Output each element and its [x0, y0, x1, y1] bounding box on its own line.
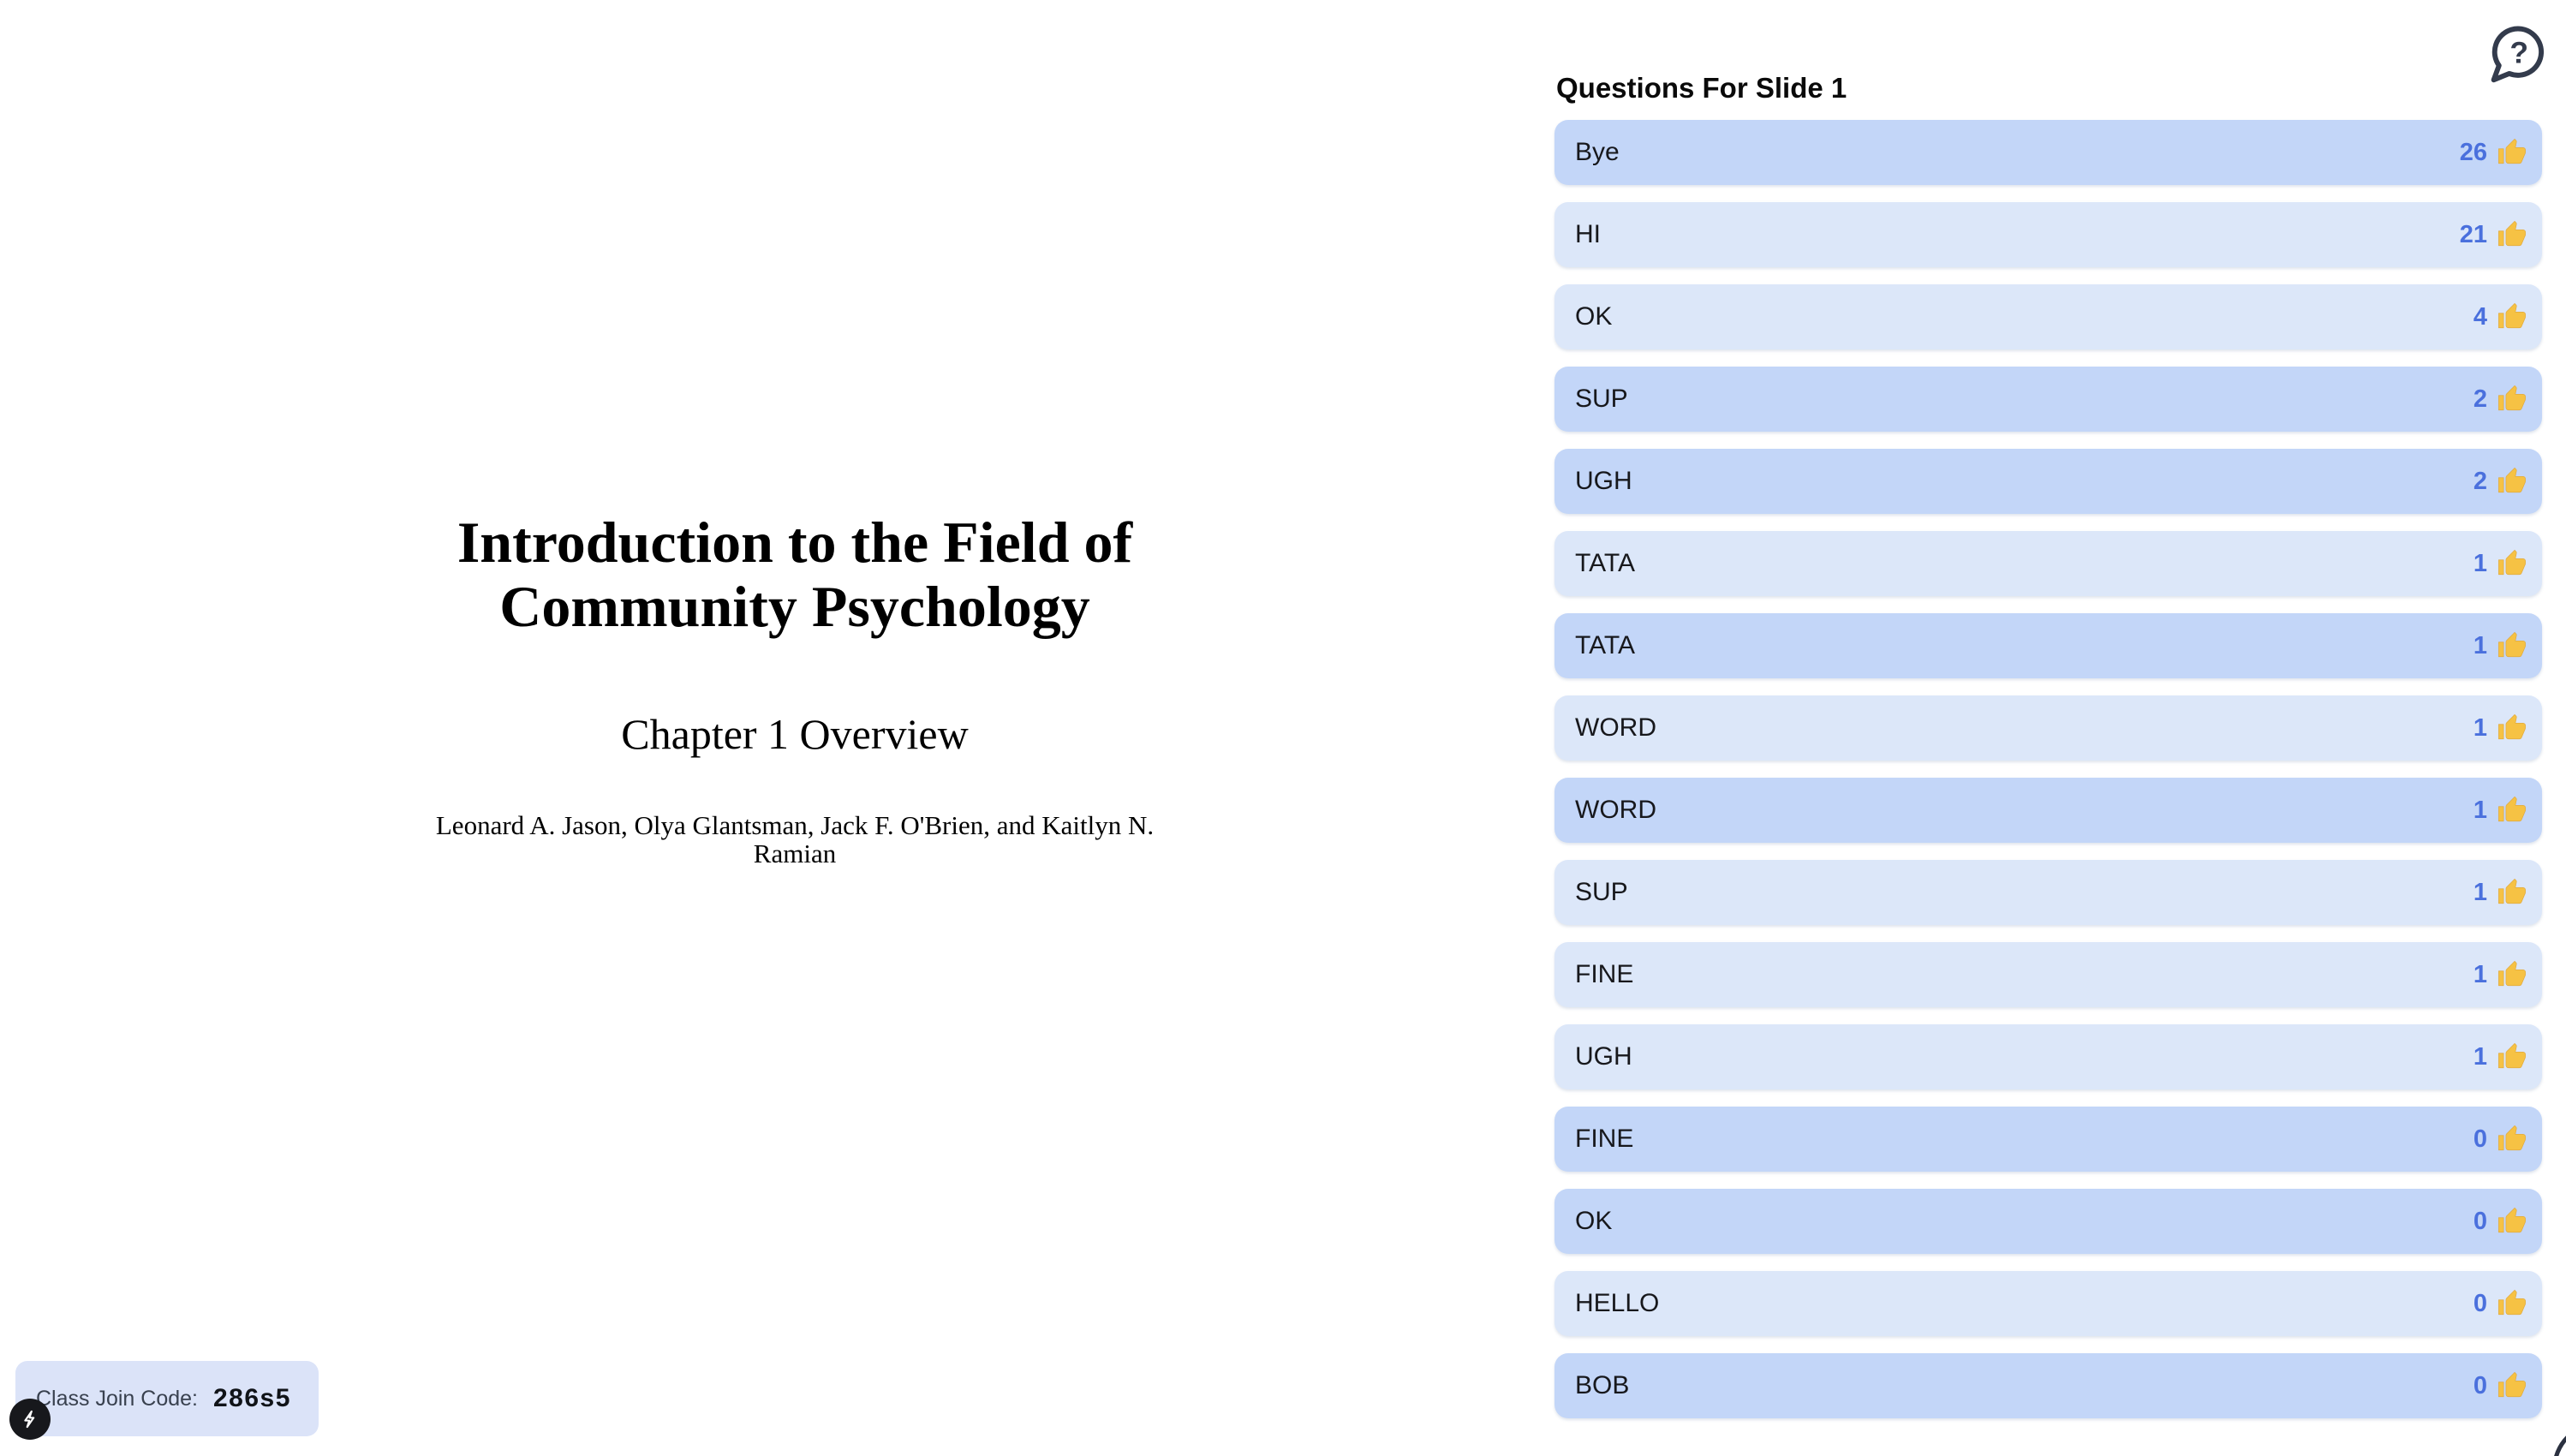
like-count: 2 [2473, 467, 2487, 495]
thumbs-up-icon[interactable] [2497, 1042, 2527, 1071]
slide-subtitle: Chapter 1 Overview [621, 710, 969, 758]
lightning-icon [24, 1410, 35, 1429]
slide-authors: Leonard A. Jason, Olya Glantsman, Jack F… [435, 810, 1155, 868]
question-text: UGH [1575, 467, 1632, 495]
thumbs-up-icon[interactable] [2497, 1207, 2527, 1236]
questions-list: Bye 26 HI 21 OK 4 SUP 2 [1555, 120, 2542, 1418]
help-button[interactable]: ? [2485, 21, 2551, 92]
question-row[interactable]: FINE 1 [1555, 942, 2542, 1007]
thumbs-up-icon[interactable] [2497, 631, 2527, 660]
corner-fab-fragment[interactable] [2552, 1422, 2566, 1456]
question-row[interactable]: HI 21 [1555, 202, 2542, 267]
like-count: 0 [2473, 1289, 2487, 1317]
question-text: OK [1575, 1207, 1613, 1235]
like-count: 1 [2473, 878, 2487, 906]
like-count: 2 [2473, 385, 2487, 413]
thumbs-up-icon[interactable] [2497, 1371, 2527, 1400]
join-code-value: 286s5 [212, 1384, 291, 1412]
question-text: TATA [1575, 631, 1635, 659]
slide-title: Introduction to the Field of Community P… [457, 510, 1133, 639]
question-text: FINE [1575, 1125, 1634, 1153]
question-row[interactable]: TATA 1 [1555, 613, 2542, 678]
question-row[interactable]: FINE 0 [1555, 1107, 2542, 1172]
thumbs-up-icon[interactable] [2497, 302, 2527, 331]
question-text: BOB [1575, 1371, 1630, 1399]
like-count: 0 [2473, 1207, 2487, 1235]
like-count: 1 [2473, 631, 2487, 659]
question-text: WORD [1575, 796, 1656, 824]
question-bubble-icon: ? [2491, 26, 2545, 83]
question-row[interactable]: BOB 0 [1555, 1353, 2542, 1418]
question-row[interactable]: OK 4 [1555, 284, 2542, 349]
like-count: 1 [2473, 960, 2487, 988]
thumbs-up-icon[interactable] [2497, 878, 2527, 907]
question-text: SUP [1575, 385, 1628, 413]
lightning-button[interactable] [9, 1399, 51, 1440]
question-text: FINE [1575, 960, 1634, 988]
join-code-label: Class Join Code: [36, 1386, 198, 1411]
questions-panel: Questions For Slide 1 Bye 26 HI 21 OK 4 … [1555, 0, 2542, 1456]
thumbs-up-icon[interactable] [2497, 713, 2527, 743]
question-row[interactable]: UGH 1 [1555, 1024, 2542, 1089]
thumbs-up-icon[interactable] [2497, 220, 2527, 249]
like-count: 0 [2473, 1125, 2487, 1153]
class-join-code-pill: Class Join Code: 286s5 [15, 1361, 319, 1436]
questions-panel-title: Questions For Slide 1 [1556, 72, 1847, 104]
like-count: 1 [2473, 713, 2487, 742]
question-text: UGH [1575, 1042, 1632, 1071]
like-count: 0 [2473, 1371, 2487, 1399]
question-row[interactable]: Bye 26 [1555, 120, 2542, 185]
question-text: HELLO [1575, 1289, 1660, 1317]
thumbs-up-icon[interactable] [2497, 385, 2527, 414]
like-count: 1 [2473, 1042, 2487, 1071]
thumbs-up-icon[interactable] [2497, 1125, 2527, 1154]
question-row[interactable]: UGH 2 [1555, 449, 2542, 514]
question-row[interactable]: WORD 1 [1555, 778, 2542, 843]
thumbs-up-icon[interactable] [2497, 960, 2527, 989]
question-row[interactable]: TATA 1 [1555, 531, 2542, 596]
question-text: WORD [1575, 713, 1656, 742]
slide-canvas: Introduction to the Field of Community P… [435, 510, 1155, 868]
question-row[interactable]: SUP 2 [1555, 367, 2542, 432]
svg-text:?: ? [2509, 35, 2528, 69]
like-count: 4 [2473, 302, 2487, 331]
question-row[interactable]: HELLO 0 [1555, 1271, 2542, 1336]
question-text: HI [1575, 220, 1601, 248]
thumbs-up-icon[interactable] [2497, 1289, 2527, 1318]
question-text: SUP [1575, 878, 1628, 906]
like-count: 26 [2459, 138, 2487, 166]
question-text: Bye [1575, 138, 1620, 166]
like-count: 21 [2459, 220, 2487, 248]
like-count: 1 [2473, 796, 2487, 824]
question-text: OK [1575, 302, 1613, 331]
like-count: 1 [2473, 549, 2487, 577]
thumbs-up-icon[interactable] [2497, 138, 2527, 167]
thumbs-up-icon[interactable] [2497, 549, 2527, 578]
question-row[interactable]: WORD 1 [1555, 695, 2542, 761]
thumbs-up-icon[interactable] [2497, 467, 2527, 496]
thumbs-up-icon[interactable] [2497, 796, 2527, 825]
question-text: TATA [1575, 549, 1635, 577]
question-row[interactable]: SUP 1 [1555, 860, 2542, 925]
question-row[interactable]: OK 0 [1555, 1189, 2542, 1254]
